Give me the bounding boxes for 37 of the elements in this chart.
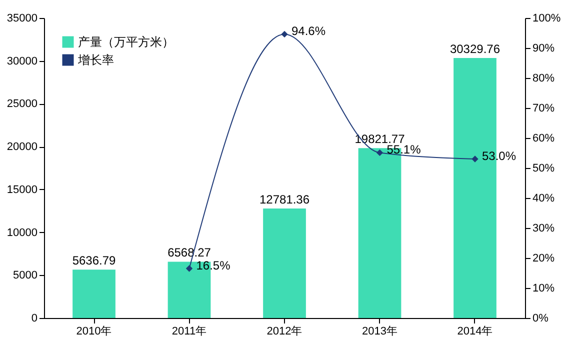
x-tick-label: 2013年 [362, 326, 398, 338]
data-label: 30329.76 [450, 42, 500, 56]
y-tick-label: 10000 [6, 226, 38, 239]
legend-label: 增长率 [77, 53, 114, 67]
legend-label: 产量（万平方米） [78, 35, 174, 49]
x-tick-label: 2014年 [457, 326, 493, 338]
y2-tick-label: 90% [532, 42, 555, 54]
y-tick-label: 5000 [13, 270, 38, 282]
y2-tick-label: 50% [532, 162, 555, 174]
x-tick-label: 2011年 [172, 326, 207, 338]
y-tick-label: 25000 [6, 98, 38, 110]
bar [72, 270, 116, 318]
y2-tick-label: 80% [532, 72, 555, 84]
data-label: 94.6% [292, 24, 326, 38]
y2-tick-label: 0% [532, 312, 549, 324]
y2-tick-label: 60% [532, 132, 555, 144]
y2-tick-label: 70% [532, 102, 555, 114]
point [281, 30, 288, 38]
y2-tick-label: 20% [532, 252, 555, 264]
y2-tick-label: 100% [532, 12, 561, 24]
y-tick-label: 15000 [6, 184, 38, 196]
data-label: 55.1% [386, 142, 422, 157]
data-label: 12781.36 [259, 192, 310, 206]
y-tick-label: 20000 [6, 141, 38, 154]
y-tick-label: 0 [31, 312, 38, 324]
point [186, 265, 193, 272]
y-tick-label: 30000 [6, 55, 38, 68]
x-tick-label: 2010年 [76, 326, 112, 338]
point [376, 149, 384, 156]
y2-tick-label: 40% [532, 192, 555, 204]
y2-tick-label: 10% [532, 282, 555, 294]
x-tick-label: 2012年 [266, 326, 302, 338]
data-label: 5636.79 [72, 254, 116, 268]
y2-tick-label: 30% [532, 222, 555, 234]
point [472, 156, 478, 162]
y-tick-label: 35000 [6, 12, 38, 24]
bar [263, 208, 306, 318]
